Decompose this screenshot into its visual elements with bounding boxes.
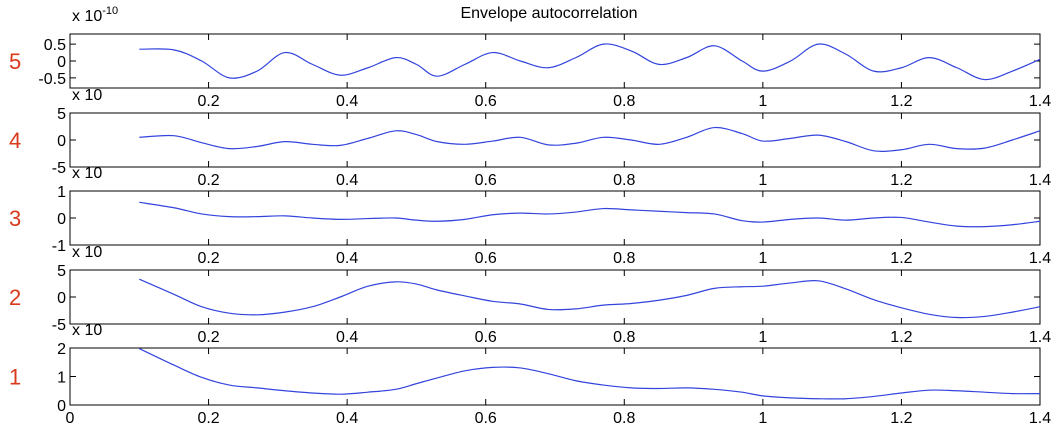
- exponent-label: x 10-10: [72, 5, 118, 25]
- x-tick-label: 0.4: [336, 329, 358, 346]
- x-tick-label: 1: [758, 93, 767, 110]
- row-number-label: 4: [9, 128, 21, 153]
- series-line-panel-5: [139, 43, 1041, 81]
- x-tick-label: 0.2: [197, 250, 219, 267]
- x-tick-label: 1.4: [1029, 172, 1051, 189]
- x-tick-label: 0.6: [475, 410, 497, 427]
- y-tick-label: 0: [57, 290, 66, 307]
- series-line-panel-3: [139, 201, 1041, 228]
- x-tick-label: 1: [758, 250, 767, 267]
- exponent-power: -10: [102, 5, 118, 17]
- axes-box: [69, 33, 1041, 89]
- y-tick-label: 5: [57, 263, 66, 280]
- row-number-label: 5: [9, 49, 21, 74]
- x-tick-label: 0.4: [336, 250, 358, 267]
- exponent-label: x 10: [72, 322, 102, 339]
- y-tick-label: -1: [52, 238, 66, 255]
- panels-group: 0.50-0.50.2 0.4 0.6 0.8 1 1.2 1.4x 10-10550-50…: [9, 5, 1051, 427]
- exponent-label: x 10: [72, 244, 102, 261]
- x-tick-label: 1.2: [890, 410, 912, 427]
- axes-box: [69, 190, 1041, 246]
- x-tick-label: 0.2: [197, 410, 219, 427]
- y-tick-label: 0: [57, 54, 66, 71]
- axes-box: [69, 347, 1041, 406]
- x-tick-label: 0: [66, 410, 75, 427]
- y-tick-label: 0: [57, 133, 66, 150]
- panel-5: 0.50-0.50.2 0.4 0.6 0.8 1 1.2 1.4x 10-105: [9, 5, 1051, 110]
- x-tick-label: 0.8: [613, 410, 635, 427]
- axes-box: [69, 112, 1041, 168]
- panel-1: 2 1 00 0.2 0.4 0.6 0.8 1 1.2 1.4 x 10 1: [9, 322, 1051, 427]
- x-tick-label: 1.2: [890, 250, 912, 267]
- x-tick-label: 1.2: [890, 172, 912, 189]
- x-tick-label: 1: [758, 172, 767, 189]
- x-tick-label: 0.2: [197, 172, 219, 189]
- series-line-panel-1: [139, 348, 1041, 400]
- panel-2: 5 0 -5 0.2 0.4 0.6 0.8 1 1.2 1.4 x 10 2: [9, 244, 1051, 346]
- panel-3: 1 0 -1 0.2 0.4 0.6 0.8 1 1.2 1.4 x 10 3: [9, 165, 1051, 267]
- y-tick-label: 5: [57, 106, 66, 123]
- row-number-label: 2: [9, 285, 21, 310]
- x-tick-label: 1: [758, 329, 767, 346]
- x-tick-label: 0.6: [475, 93, 497, 110]
- x-tick-label: 0.2: [197, 329, 219, 346]
- x-tick-label: 0.4: [336, 410, 358, 427]
- x-tick-label: 1.2: [890, 329, 912, 346]
- y-tick-label: 1: [57, 184, 66, 201]
- x-tick-label: 1.4: [1029, 93, 1051, 110]
- exponent-label: x 10: [72, 165, 102, 182]
- row-number-label: 3: [9, 206, 21, 231]
- x-tick-label: 1.4: [1029, 410, 1051, 427]
- x-tick-label: 0.6: [475, 329, 497, 346]
- y-tick-label: -5: [52, 160, 66, 177]
- x-tick-label: 1.4: [1029, 250, 1051, 267]
- exponent-label: x 10: [72, 87, 102, 104]
- y-tick-label: 0: [57, 211, 66, 228]
- x-tick-label: 0.8: [613, 250, 635, 267]
- x-tick-label: 0.4: [336, 93, 358, 110]
- y-tick-label: 0: [57, 398, 66, 415]
- x-tick-label: 1.2: [890, 93, 912, 110]
- y-tick-label: -0.5: [38, 71, 66, 88]
- x-tick-label: 1: [758, 410, 767, 427]
- row-number-label: 1: [9, 365, 21, 390]
- y-tick-label: 0.5: [44, 37, 66, 54]
- x-tick-label: 0.8: [613, 172, 635, 189]
- x-tick-label: 0.8: [613, 329, 635, 346]
- x-tick-label: 0.6: [475, 250, 497, 267]
- x-tick-label: 0.8: [613, 93, 635, 110]
- x-tick-label: 0.6: [475, 172, 497, 189]
- panel-4: 5 0 -5 0.2 0.4 0.6 0.8 1 1.2 1.4 x 10 4: [9, 87, 1051, 189]
- y-tick-label: 2: [57, 341, 66, 358]
- x-tick-label: 1.4: [1029, 329, 1051, 346]
- chart-title: Envelope autocorrelation: [460, 5, 637, 22]
- series-line-panel-4: [139, 126, 1041, 152]
- y-tick-label: 1: [57, 370, 66, 387]
- x-tick-label: 0.4: [336, 172, 358, 189]
- y-tick-label: -5: [52, 317, 66, 334]
- x-tick-label: 0.2: [197, 93, 219, 110]
- axes-box: [69, 269, 1041, 325]
- series-line-panel-2: [139, 278, 1041, 319]
